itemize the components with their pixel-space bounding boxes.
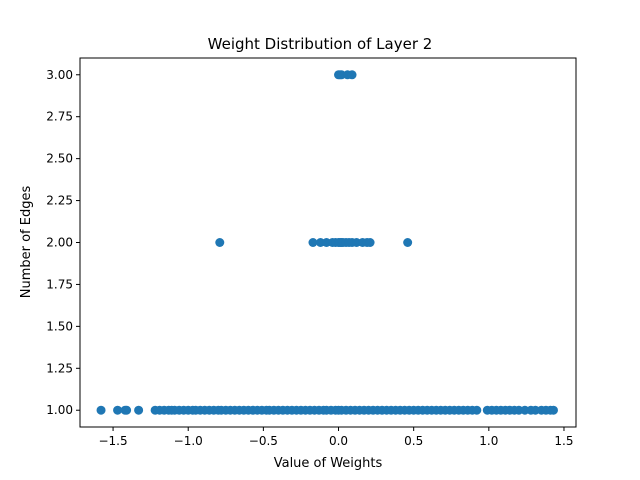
- data-point: [403, 238, 413, 247]
- y-tick-label: 1.25: [46, 361, 73, 375]
- data-point: [472, 405, 482, 415]
- chart-title: Weight Distribution of Layer 2: [208, 35, 433, 53]
- x-tick-label: −1.5: [98, 434, 127, 448]
- y-tick-label: 2.50: [46, 152, 73, 166]
- x-axis: −1.5 −1.0 −0.5 0.0 0.5 1.0 1.5: [98, 427, 574, 448]
- x-axis-label: Value of Weights: [274, 456, 383, 471]
- y-tick-label: 2.00: [46, 236, 73, 250]
- data-point: [365, 238, 375, 247]
- data-point: [134, 405, 144, 415]
- y-tick-label: 1.75: [46, 277, 73, 291]
- x-tick-label: 1.0: [479, 434, 498, 448]
- y-tick-label: 1.50: [46, 319, 73, 333]
- y-tick-label: 2.75: [46, 110, 73, 124]
- data-point: [548, 405, 558, 415]
- data-point: [122, 405, 132, 415]
- x-tick-label: 0.0: [329, 434, 348, 448]
- data-points: [96, 70, 558, 415]
- x-tick-label: 0.5: [404, 434, 423, 448]
- data-point: [308, 238, 318, 247]
- y-axis: 1.00 1.25 1.50 1.75 2.00 2.25 2.50 2.75 3.00: [46, 68, 80, 417]
- x-tick-label: 1.5: [554, 434, 573, 448]
- data-point: [96, 405, 106, 415]
- y-tick-label: 3.00: [46, 68, 73, 82]
- y-axis-label: Number of Edges: [19, 186, 34, 299]
- data-point: [347, 70, 357, 80]
- x-tick-label: −1.0: [174, 434, 203, 448]
- data-point: [215, 238, 225, 247]
- x-tick-label: −0.5: [249, 434, 278, 448]
- y-tick-label: 2.25: [46, 194, 73, 208]
- y-tick-label: 1.00: [46, 403, 73, 417]
- data-point: [113, 405, 123, 415]
